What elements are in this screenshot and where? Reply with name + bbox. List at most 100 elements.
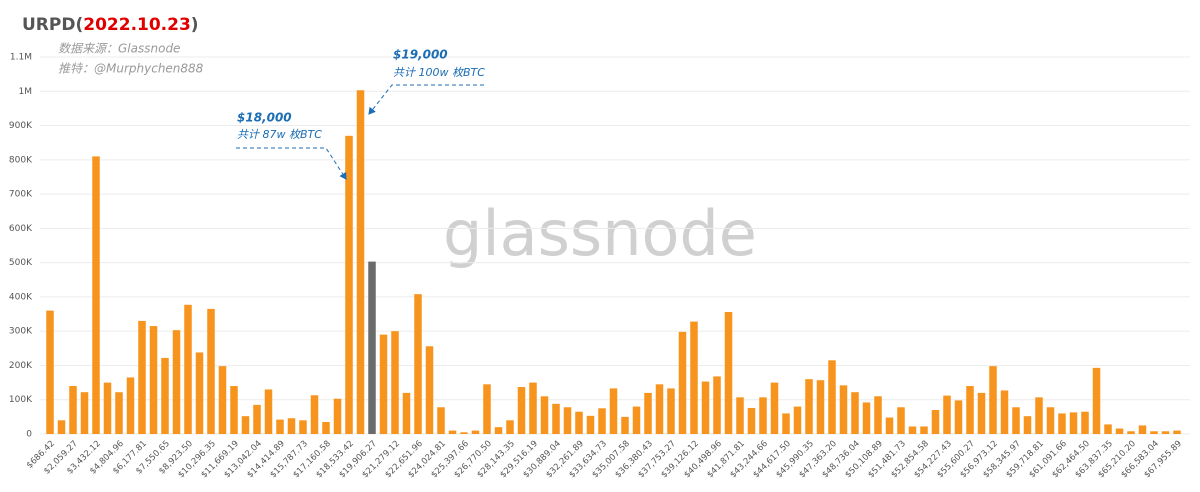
bar xyxy=(1081,411,1089,434)
annotation-arrow xyxy=(368,84,484,115)
bar xyxy=(966,386,974,434)
bar xyxy=(977,392,986,434)
bar xyxy=(494,427,503,434)
bar xyxy=(770,382,779,434)
bar xyxy=(483,384,491,434)
bar xyxy=(448,430,457,434)
bar xyxy=(69,386,77,434)
bar xyxy=(92,156,100,434)
y-tick-label: 0 xyxy=(26,430,32,440)
watermark: glassnode xyxy=(443,197,757,270)
bar xyxy=(1000,390,1009,434)
bar xyxy=(425,346,434,434)
bar xyxy=(529,382,537,434)
bar xyxy=(1069,412,1078,434)
bar xyxy=(908,426,917,434)
bar xyxy=(126,377,135,434)
bar xyxy=(1035,397,1043,434)
bar xyxy=(920,426,928,434)
bar xyxy=(701,381,710,434)
bar xyxy=(471,430,480,434)
bar xyxy=(931,410,940,434)
bar xyxy=(782,413,790,434)
bar xyxy=(1023,416,1032,434)
bar xyxy=(598,408,606,434)
bar xyxy=(1058,413,1066,434)
bar xyxy=(1150,431,1158,434)
bar xyxy=(402,392,411,434)
bar xyxy=(897,407,905,434)
bar xyxy=(437,407,445,434)
bar xyxy=(161,357,169,434)
bar xyxy=(667,388,675,434)
bar xyxy=(747,407,756,434)
bar xyxy=(874,396,882,434)
annotation-text: 共计 87w 枚BTC xyxy=(237,128,322,141)
bar xyxy=(414,294,422,434)
bar xyxy=(391,331,399,434)
bar xyxy=(333,398,342,434)
bar xyxy=(322,422,330,434)
bar xyxy=(356,90,365,435)
bar xyxy=(184,304,192,434)
y-tick-label: 900K xyxy=(9,121,33,131)
y-tick-label: 200K xyxy=(9,361,33,371)
bar xyxy=(851,392,859,434)
bar xyxy=(1092,367,1101,434)
bar xyxy=(368,261,376,434)
bar xyxy=(1161,431,1170,434)
bar xyxy=(805,379,813,434)
y-tick-label: 300K xyxy=(9,327,33,337)
bar xyxy=(736,397,744,434)
bar xyxy=(310,395,319,434)
bar xyxy=(149,326,158,434)
bar xyxy=(230,386,238,434)
bar xyxy=(759,397,767,434)
bar xyxy=(793,406,802,434)
bar xyxy=(195,352,204,434)
bar xyxy=(287,418,296,434)
bar xyxy=(264,389,273,434)
bar xyxy=(885,417,894,434)
bar xyxy=(552,403,560,434)
bar xyxy=(1138,425,1147,434)
bar xyxy=(80,392,89,434)
y-tick-label: 500K xyxy=(9,258,33,268)
bar xyxy=(678,331,687,434)
y-tick-label: 700K xyxy=(9,190,33,200)
title-prefix: URPD( xyxy=(22,15,83,35)
bar xyxy=(609,388,618,434)
y-tick-label: 400K xyxy=(9,292,33,302)
bar xyxy=(57,420,66,434)
bar xyxy=(816,380,825,434)
bar xyxy=(172,330,181,434)
bar xyxy=(103,382,112,434)
bar xyxy=(713,376,721,434)
bar xyxy=(253,404,261,434)
bar xyxy=(115,392,123,434)
bar xyxy=(586,415,595,434)
bar xyxy=(138,320,146,434)
bar xyxy=(989,366,997,434)
y-tick-label: 1.1M xyxy=(10,53,32,63)
bar xyxy=(506,420,514,434)
y-tick-label: 800K xyxy=(9,155,33,165)
y-tick-label: 600K xyxy=(9,224,33,234)
bar xyxy=(724,311,733,434)
bar xyxy=(1012,407,1020,434)
annotation-title: $18,000 xyxy=(237,111,292,125)
bar xyxy=(460,432,468,434)
bar xyxy=(379,334,388,434)
bar xyxy=(1173,430,1181,434)
bar xyxy=(241,416,250,434)
y-tick-label: 1M xyxy=(19,87,33,97)
bar xyxy=(655,384,664,434)
bar xyxy=(862,402,871,434)
annotation-title: $19,000 xyxy=(393,48,448,62)
bar xyxy=(943,395,951,434)
bar xyxy=(954,400,963,434)
bar xyxy=(839,385,848,434)
bar xyxy=(690,321,698,434)
bar xyxy=(276,419,284,434)
